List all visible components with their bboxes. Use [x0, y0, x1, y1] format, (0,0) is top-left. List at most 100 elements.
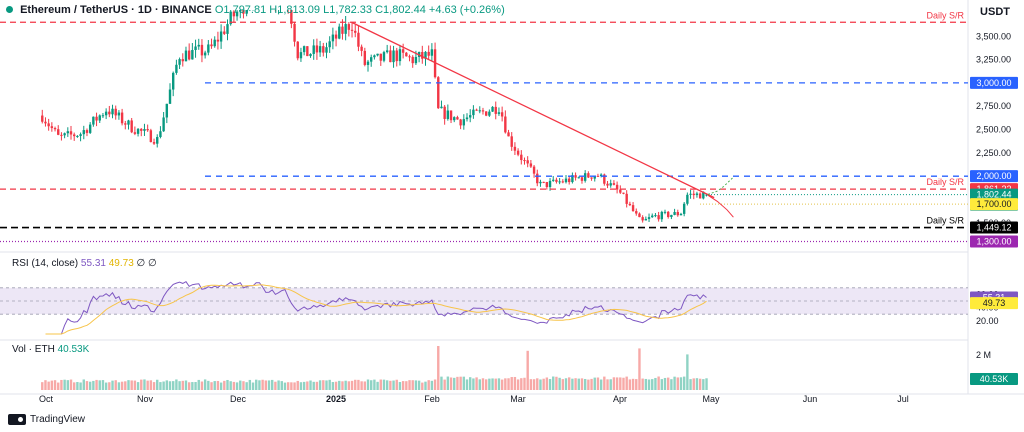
- volume-bar: [392, 380, 395, 390]
- candle-body: [574, 175, 577, 178]
- candle-body: [111, 108, 114, 115]
- candle-body: [523, 160, 526, 162]
- volume-bar: [69, 379, 73, 390]
- candle-body: [373, 55, 376, 58]
- volume-bar: [130, 380, 133, 390]
- volume-bar: [593, 377, 596, 390]
- candle-body: [322, 46, 325, 53]
- candle-body: [92, 116, 95, 125]
- volume-bar: [299, 382, 303, 390]
- projection-up-path: [707, 176, 734, 195]
- candle-body: [682, 203, 686, 214]
- volume-bar: [667, 377, 670, 390]
- chart-header: Ethereum / TetherUS · 1D · BINANCE O1,79…: [6, 4, 505, 16]
- candle-body: [207, 44, 210, 53]
- volume-bar: [194, 382, 197, 390]
- volume-bar: [689, 379, 692, 390]
- volume-bar: [232, 381, 236, 390]
- volume-bar: [309, 380, 312, 390]
- candle-body: [443, 106, 446, 119]
- volume-bar: [328, 379, 331, 390]
- volume-bar: [172, 381, 175, 390]
- volume-bar: [44, 380, 47, 390]
- candle-body: [117, 112, 121, 116]
- candle-body: [341, 26, 344, 34]
- volume-bar: [587, 379, 590, 390]
- price-tag-bg: [970, 76, 1018, 89]
- volume-bar: [146, 380, 149, 390]
- volume-value: 40.53K: [57, 344, 90, 355]
- volume-legend[interactable]: Vol · ETH 40.53K: [12, 344, 89, 355]
- candle-body: [382, 52, 386, 61]
- candle-body: [172, 72, 175, 90]
- price-tick-label: 2,250.00: [976, 148, 1011, 158]
- volume-bar: [63, 379, 66, 390]
- candle-body: [663, 211, 667, 213]
- candle-body: [516, 150, 520, 155]
- candle-body: [453, 117, 456, 121]
- time-tick-label: May: [702, 394, 720, 404]
- volume-bar: [360, 381, 363, 390]
- volume-bar: [101, 380, 105, 390]
- candle-body: [232, 11, 236, 17]
- volume-bar: [494, 378, 497, 390]
- volume-bar: [280, 381, 283, 390]
- volume-bar: [424, 381, 427, 390]
- volume-bar: [143, 379, 146, 390]
- volume-bar: [408, 380, 411, 390]
- candle-body: [583, 173, 587, 181]
- candle-body: [108, 111, 111, 115]
- volume-bar: [357, 379, 360, 390]
- candle-body: [299, 52, 303, 59]
- symbol-title[interactable]: Ethereum / TetherUS · 1D · BINANCE: [20, 4, 212, 16]
- volume-bar: [223, 380, 226, 390]
- volume-bar: [622, 377, 625, 390]
- candle-body: [178, 59, 181, 65]
- volume-bar: [510, 377, 513, 390]
- volume-bar: [73, 382, 76, 390]
- candle-body: [312, 45, 315, 54]
- rsi-legend[interactable]: RSI (14, close) 55.31 49.73 ∅ ∅: [12, 258, 157, 269]
- candle-body: [69, 131, 73, 135]
- volume-tag-label: 40.53K: [980, 374, 1009, 384]
- candle-body: [500, 112, 504, 117]
- candle-body: [360, 46, 363, 51]
- candle-body: [651, 215, 654, 218]
- candle-body: [437, 77, 440, 109]
- price-tag-label: 1,700.00: [976, 199, 1011, 209]
- volume-bar: [385, 380, 389, 390]
- candle-body: [631, 205, 635, 212]
- volume-bar: [370, 380, 373, 390]
- volume-bar: [398, 382, 402, 390]
- volume-bar: [433, 379, 437, 390]
- candle-body: [200, 44, 204, 56]
- candle-body: [79, 134, 82, 136]
- volume-bar: [472, 378, 475, 390]
- volume-bar: [698, 378, 702, 390]
- candle-body: [545, 182, 549, 188]
- candle-body: [449, 110, 453, 121]
- volume-bar: [558, 377, 561, 390]
- volume-bar: [219, 382, 223, 390]
- volume-bar: [229, 381, 232, 390]
- candle-body: [401, 49, 405, 53]
- tradingview-logo[interactable]: TradingView: [8, 414, 85, 425]
- candle-body: [481, 110, 485, 112]
- volume-bar: [334, 381, 338, 390]
- candle-body: [149, 130, 153, 143]
- currency-label[interactable]: USDT: [980, 6, 1010, 18]
- candle-body: [331, 34, 335, 42]
- candle-body: [187, 50, 191, 60]
- candle-body: [338, 26, 341, 39]
- time-tick-label: Jun: [803, 394, 818, 404]
- volume-bar: [79, 382, 82, 390]
- rsi-ma-tag-label: 49.73: [983, 298, 1006, 308]
- candle-body: [229, 11, 232, 25]
- volume-bar: [124, 381, 127, 390]
- volume-bar: [200, 381, 204, 390]
- candle-body: [98, 115, 101, 121]
- volume-bar: [251, 382, 255, 390]
- volume-bar: [159, 382, 162, 390]
- candle-body: [210, 44, 213, 47]
